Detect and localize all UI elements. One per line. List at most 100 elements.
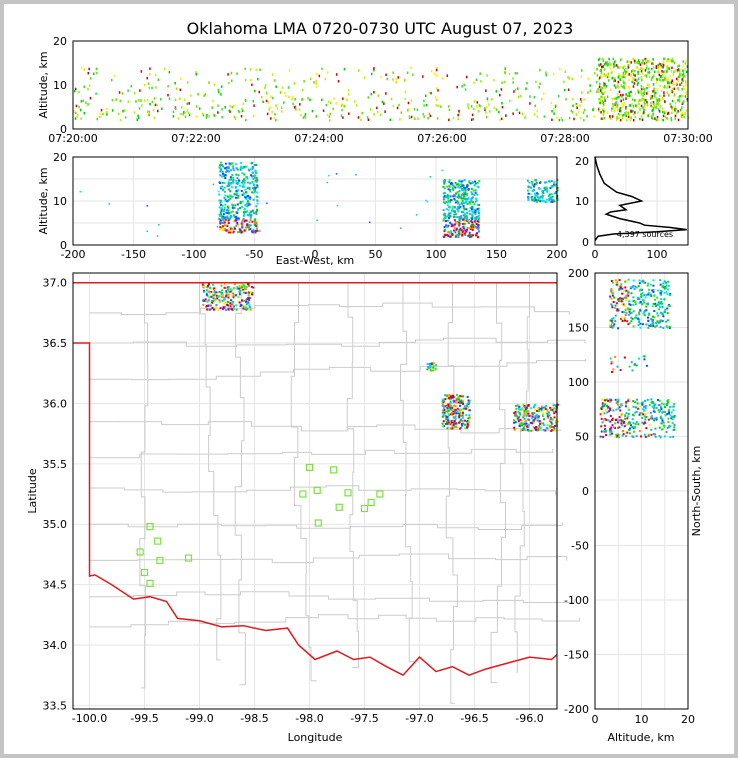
ew-altitude-source	[445, 201, 448, 204]
time-altitude-source	[647, 114, 649, 118]
map-source	[515, 407, 518, 410]
time-altitude-source	[637, 81, 639, 85]
ew-altitude-source	[541, 200, 544, 203]
ew-altitude-source	[461, 199, 464, 202]
time-altitude-source	[501, 105, 504, 109]
ew-altitude-source	[461, 202, 464, 205]
time-altitude-source	[646, 86, 648, 90]
time-altitude-source	[619, 93, 622, 97]
map-source	[210, 299, 213, 302]
map-source	[204, 286, 207, 289]
time-altitude-source	[675, 107, 677, 111]
ew-altitude-source	[535, 199, 538, 202]
altitude-ns-source	[656, 312, 659, 315]
time-altitude-source	[633, 82, 636, 85]
ew-altitude-source	[452, 185, 455, 188]
ew-altitude-source	[220, 199, 223, 202]
ew-altitude-source	[456, 191, 459, 194]
time-altitude-source	[662, 114, 665, 118]
ew-altitude-source	[234, 204, 237, 207]
ew-altitude-source	[462, 214, 465, 217]
ew-altitude-source	[326, 181, 329, 184]
time-altitude-source	[600, 63, 602, 66]
altitude-ns-source	[662, 315, 665, 318]
county-line	[89, 553, 568, 564]
time-altitude-source	[605, 73, 607, 77]
altitude-ns-source	[655, 416, 658, 419]
map-source	[524, 429, 527, 432]
altitude-ns-source	[617, 433, 620, 436]
time-altitude-source	[195, 73, 198, 76]
ew-altitude-source	[477, 208, 480, 211]
map-source	[240, 304, 243, 307]
ew-altitude-source	[450, 199, 453, 202]
map-source	[521, 429, 524, 432]
ew-altitude-source	[237, 208, 240, 211]
ew-altitude-source	[443, 230, 446, 233]
map-source	[231, 308, 234, 311]
time-altitude-source	[648, 112, 651, 116]
time-altitude-source	[242, 102, 245, 106]
ew-altitude-source	[446, 194, 449, 197]
time-altitude-source	[234, 117, 237, 120]
time-altitude-source	[651, 76, 653, 80]
ew-altitude-source	[453, 223, 456, 226]
map-source	[227, 293, 230, 296]
map-source	[535, 414, 538, 417]
map-source	[206, 308, 209, 311]
time-altitude-source	[367, 118, 370, 121]
altitude-ns-source	[608, 410, 611, 413]
ew-altitude-source	[234, 196, 237, 199]
map-source	[530, 429, 533, 432]
time-altitude-source	[423, 115, 425, 118]
altitude-ns-source	[665, 325, 668, 328]
county-line	[290, 282, 317, 682]
ew-altitude-source	[228, 170, 231, 173]
time-altitude-source	[656, 115, 659, 119]
altitude-ns-source	[609, 433, 612, 436]
altitude-ns-source	[668, 405, 671, 408]
altitude-ns-source	[626, 415, 629, 418]
map-source	[231, 288, 234, 291]
time-altitude-source	[268, 108, 270, 111]
time-altitude-source	[505, 114, 507, 117]
time-altitude-source	[545, 71, 547, 74]
time-altitude-source	[660, 65, 662, 69]
map-source	[443, 408, 446, 411]
ew-altitude-source	[462, 187, 465, 190]
ew-altitude-source	[248, 228, 251, 231]
altitude-ns-source	[633, 299, 636, 302]
time-altitude-source	[413, 107, 416, 111]
altitude-ns-source	[627, 291, 630, 294]
ew-altitude-source	[470, 200, 473, 203]
map-source	[544, 407, 547, 410]
time-altitude-source	[180, 77, 182, 80]
altitude-ns-source	[654, 305, 657, 308]
map-source	[209, 308, 212, 311]
time-altitude-source	[641, 97, 643, 100]
time-altitude-source	[653, 92, 656, 95]
altitude-ns-source	[611, 326, 614, 329]
time-altitude-source	[602, 107, 605, 111]
map-source	[465, 407, 468, 410]
altitude-ns-source	[653, 419, 656, 422]
time-altitude-source	[437, 89, 439, 92]
time-altitude-source	[648, 75, 651, 79]
altitude-ns-source	[662, 326, 665, 329]
time-altitude-source	[525, 87, 527, 90]
map-source	[556, 403, 559, 406]
altitude-ns-source	[607, 399, 610, 402]
time-altitude-source	[625, 114, 628, 117]
altitude-ns-source	[611, 294, 614, 297]
altitude-ns-source	[625, 312, 628, 315]
map-source	[542, 428, 545, 431]
ew-altitude-source	[447, 213, 450, 216]
ew-altitude-source	[230, 211, 233, 214]
map-source	[454, 405, 457, 408]
time-altitude-source	[230, 79, 233, 83]
time-altitude-source	[151, 86, 153, 90]
altitude-ns-source	[642, 413, 645, 416]
time-altitude-source	[500, 88, 503, 91]
ew-altitude-source	[526, 189, 529, 192]
altitude-ns-source	[615, 401, 618, 404]
